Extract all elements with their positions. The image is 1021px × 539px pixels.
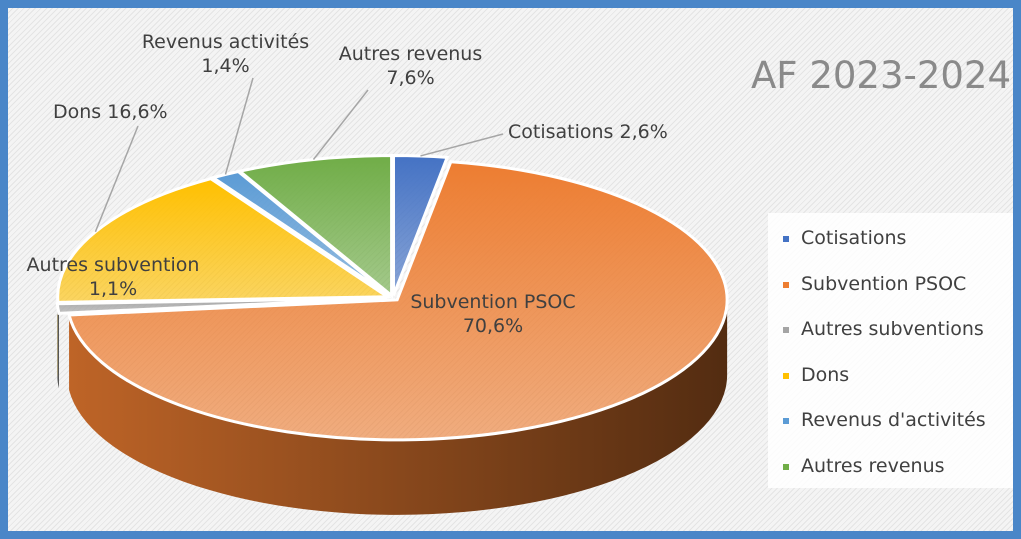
legend-label: Dons [801,363,850,386]
legend-item: Autres subventions [783,318,984,340]
legend-label: Revenus d'activités [801,409,986,431]
legend-label: Autres subventions [801,318,984,340]
data-label: Autres subvention 1,1% [26,254,200,300]
legend-item: Autres revenus [783,455,945,477]
legend-label: Cotisations [801,227,907,249]
legend: Cotisations Subvention PSOC Autres subvent… [768,213,1013,488]
legend-swatch [783,463,789,470]
legend-item: Cotisations [783,227,906,249]
slice [67,160,729,442]
data-label: Autres revenus 7,6% [338,43,483,89]
leader-line [420,133,504,157]
legend-item: Dons [783,364,849,386]
slice-side [69,299,728,515]
chart-title: AF 2023-2024 [750,54,1011,97]
pie-area [55,77,729,515]
data-label: Dons 16,6% [53,101,168,123]
leader-line [224,77,254,175]
slice [236,154,394,299]
data-label: Cotisations 2,6% [508,121,668,143]
slice-side [57,303,59,389]
data-label: Subvention PSOC 70,6% [410,291,576,337]
legend-label: Subvention PSOC [801,272,967,295]
legend-label: Autres revenus [801,454,945,477]
legend-swatch [783,236,789,242]
legend-swatch [783,372,789,379]
leader-line [312,89,369,160]
legend-item: Revenus d'activités [783,409,986,431]
legend-swatch [783,281,789,288]
legend-item: Subvention PSOC [783,273,966,295]
leader-line [94,125,139,233]
legend-swatch [783,327,789,333]
legend-swatch [783,418,789,424]
data-label: Revenus activités 1,4% [141,31,310,77]
